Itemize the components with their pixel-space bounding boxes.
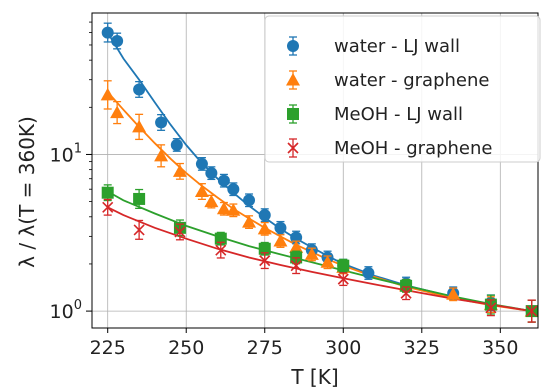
plot-frame [91, 12, 539, 329]
series-2-point [133, 192, 146, 205]
series-0-point [258, 209, 271, 222]
series-1-point [100, 87, 115, 101]
series-2-point [101, 186, 114, 199]
series-0-point [111, 35, 124, 48]
series-3-point [174, 226, 186, 238]
x-tick-label: 275 [247, 337, 283, 359]
series-3-point [485, 302, 497, 314]
series-2-point [400, 279, 413, 292]
x-axis-label: T [K] [290, 365, 338, 388]
series-0-point [133, 83, 146, 96]
series-3-point [337, 273, 349, 285]
legend-entry: water - graphene [286, 70, 489, 91]
series-1-point [154, 148, 169, 162]
x-tick-label: 350 [482, 337, 518, 359]
y-tick-label: 101 [50, 141, 82, 166]
legend-label: water - graphene [334, 70, 489, 91]
series-3-point [102, 201, 114, 213]
legend-marker-x [287, 142, 299, 154]
series-3-point [215, 244, 227, 256]
series-0-point [217, 174, 230, 187]
series-0-point [101, 26, 114, 39]
legend-entry: water - LJ wall [287, 36, 460, 57]
x-tick-label: 225 [90, 337, 126, 359]
series-0-point [195, 157, 208, 170]
series-3-points [102, 198, 538, 323]
series-1-point [194, 184, 209, 198]
series-1-point [320, 255, 335, 268]
legend-label: water - LJ wall [334, 36, 460, 57]
series-1-point [289, 240, 304, 253]
series-2-point [258, 242, 271, 255]
series-1-point [172, 164, 187, 177]
axis-ticks: 225 250 275 300 325 350 100 101 [50, 21, 518, 359]
series-0-point [227, 183, 240, 196]
x-tick-label: 250 [168, 337, 204, 359]
x-tick-label: 300 [325, 337, 361, 359]
y-tick-label: 100 [50, 298, 82, 323]
series-1-point [446, 287, 461, 300]
series-0-point [205, 167, 218, 180]
series-1-point [216, 201, 231, 215]
series-1-point [132, 119, 147, 133]
series-0-point [243, 194, 256, 207]
series-1-point [204, 194, 219, 208]
series-0-point [170, 138, 183, 151]
legend-marker-circle [287, 40, 299, 52]
legend-box [264, 15, 541, 163]
series-0-point [362, 267, 375, 280]
series-3-point [259, 255, 271, 267]
legend-marker-square [287, 108, 299, 120]
series-1-point [110, 105, 125, 119]
legend-entry: MeOH - graphene [287, 138, 493, 159]
legend-marker-triangle [286, 73, 300, 86]
series-1-point [257, 221, 272, 235]
series-3-point [290, 260, 302, 272]
series-1-point [226, 203, 241, 216]
series-3-point [400, 287, 412, 299]
series-3-point [133, 224, 145, 236]
series-0-point [274, 221, 287, 234]
series-1-point [304, 247, 319, 260]
legend-label: MeOH - graphene [334, 138, 493, 159]
series-1-point [273, 234, 288, 247]
y-axis-label: λ / λ(T = 360K) [15, 116, 39, 268]
series-1-point [242, 215, 257, 228]
legend-label: MeOH - LJ wall [334, 104, 463, 125]
series-3-point [526, 305, 538, 317]
legend-entry: MeOH - LJ wall [287, 104, 463, 125]
data-points [100, 22, 539, 323]
legend: water - LJ wall water - graphene MeOH - LJ… [264, 15, 541, 163]
x-tick-label: 325 [404, 337, 440, 359]
series-0-point [155, 116, 168, 129]
series-2-point [337, 259, 350, 272]
